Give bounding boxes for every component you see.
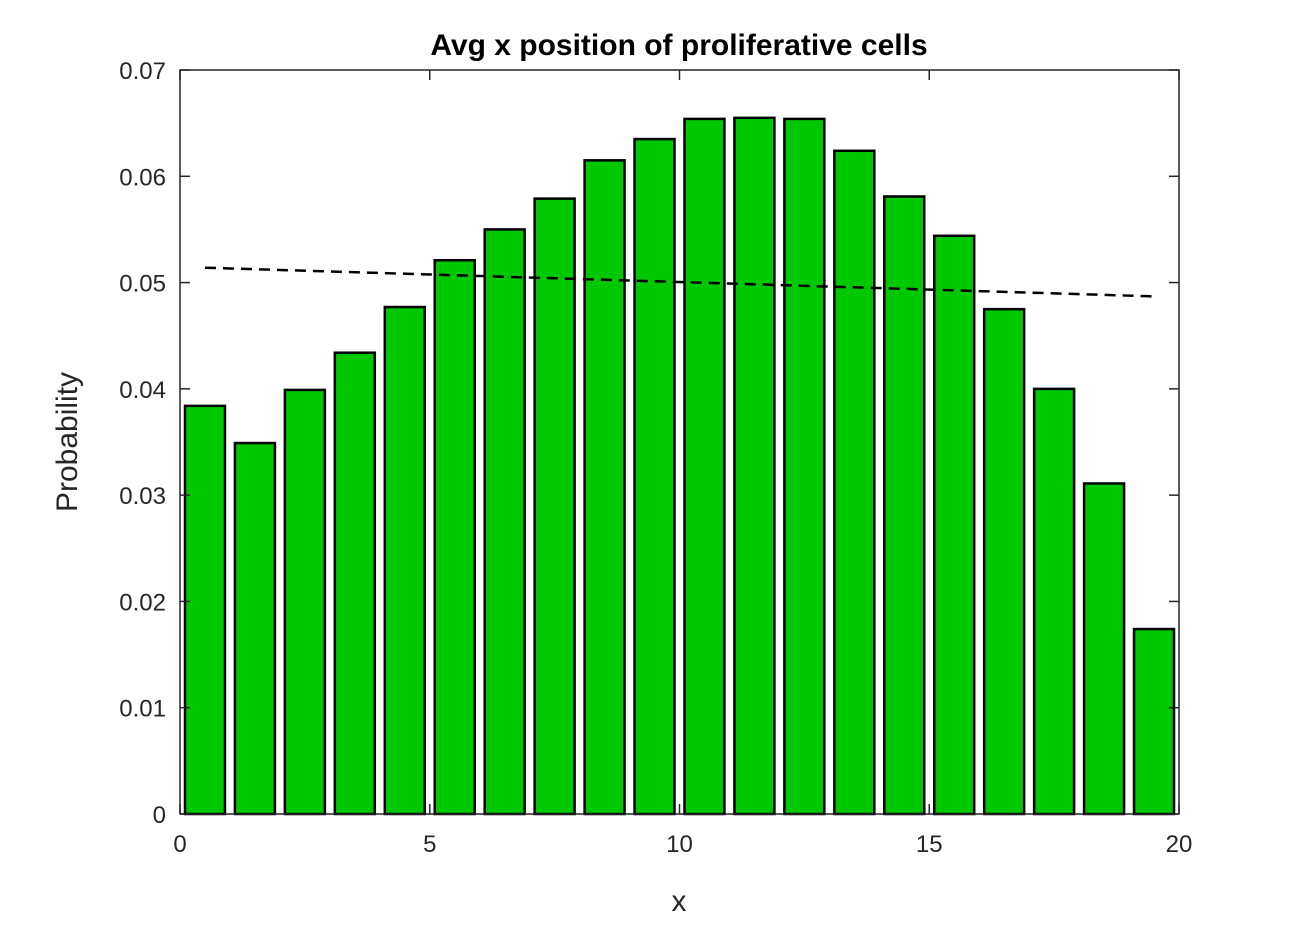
bar-7 [483,228,526,816]
bar-8 [533,197,576,816]
bar-16 [932,234,976,816]
y-tick-label: 0.06 [119,164,166,191]
y-tick-label: 0.05 [119,271,166,298]
bar-19 [1082,482,1126,816]
bar-2 [233,441,277,816]
x-tick-label: 5 [423,831,436,858]
bar-15 [883,195,926,816]
x-tick-label: 0 [173,831,186,858]
bar-10 [633,137,676,816]
bar-6 [433,259,476,816]
x-tick-label: 15 [916,831,943,858]
bar-12 [733,116,776,816]
bar-14 [833,149,876,816]
bar-18 [1032,387,1076,816]
x-tick-label: 20 [1166,831,1193,858]
bar-1 [183,404,227,816]
bar-13 [783,117,826,816]
x-axis-title: x [672,885,687,918]
bar-5 [383,305,427,816]
y-tick-label: 0.04 [119,377,166,404]
y-tick-label: 0.03 [119,483,166,510]
axes-layer [179,69,1180,815]
bar-17 [982,307,1026,816]
y-tick-label: 0.07 [119,58,166,85]
bar-11 [683,117,726,816]
bars-layer [183,116,1176,816]
y-tick-label: 0.02 [119,589,166,616]
x-tick-label: 10 [666,831,693,858]
ticks-layer: 0 5 10 15 20 0 0.01 0.02 0.03 0.04 0.05 0.06 0.07 [119,58,1192,858]
bar-20 [1132,627,1176,816]
chart-title: Avg x position of proliferative cells [430,29,927,62]
axes-box [179,69,1180,815]
reference-line-layer [204,266,1155,298]
bar-3 [283,388,327,816]
y-axis-title: Probability [51,372,84,512]
y-tick-label: 0 [153,802,166,829]
bar-9 [583,159,626,816]
bar-4 [333,351,377,816]
y-tick-label: 0.01 [119,696,166,723]
reference-line [204,266,1155,298]
